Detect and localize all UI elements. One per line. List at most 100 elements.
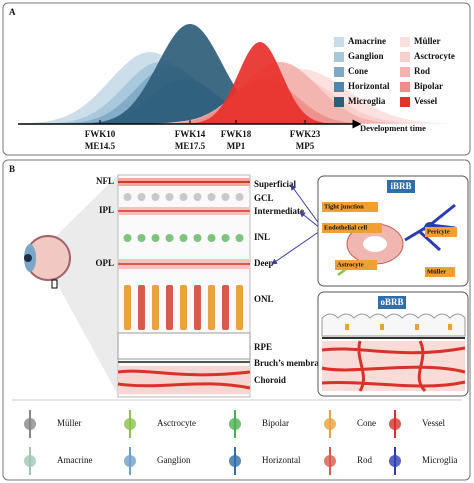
shape <box>380 324 384 330</box>
eye <box>24 175 118 395</box>
legend-label: Asctrocyte <box>414 51 455 61</box>
tick-label: FWK10 <box>85 129 116 139</box>
photoreceptor <box>236 285 243 330</box>
shape <box>117 369 251 390</box>
photoreceptor <box>222 285 229 330</box>
shape <box>299 211 321 229</box>
legend-label: Rod <box>414 66 430 76</box>
soma <box>193 193 202 201</box>
legend-swatch <box>334 67 344 77</box>
label: Astrocyte <box>337 261 364 268</box>
layer-label: Superficial <box>254 179 296 189</box>
tick-label: ME14.5 <box>85 141 116 151</box>
label: Müller <box>427 268 446 275</box>
shape: Tight junction Endothelial cell Pericyte As… <box>322 202 457 277</box>
shape <box>378 296 406 309</box>
legend-label: Microglia <box>422 455 458 465</box>
legend-label: Ganglion <box>348 51 384 61</box>
label-box <box>335 260 377 270</box>
layer-label: Intermediate <box>254 206 304 216</box>
shape <box>415 324 419 330</box>
layer-label: OPL <box>95 258 114 268</box>
photoreceptor <box>194 285 201 330</box>
shape <box>24 254 32 262</box>
layer-label: RPE <box>254 342 272 352</box>
legend-swatch <box>334 97 344 107</box>
soma <box>221 193 230 201</box>
shape <box>345 324 349 330</box>
photoreceptor <box>166 285 173 330</box>
axis-label: Development time <box>360 123 426 133</box>
shape <box>363 236 387 252</box>
cell-legend: Müller Asctrocyte Bipolar Cone Vessel Amacrin… <box>24 410 458 475</box>
label-box <box>425 227 457 237</box>
legend-label: Ganglion <box>157 455 191 465</box>
shape <box>123 193 244 330</box>
shape <box>51 279 58 289</box>
right-layer-labels: Superficial GCL Intermediate INL Deep ONL RPE B… <box>254 179 328 385</box>
label-box <box>322 202 378 212</box>
label: Endothelial cell <box>324 224 367 231</box>
soma <box>193 234 202 242</box>
soma <box>235 193 244 201</box>
soma <box>165 193 174 201</box>
shape <box>52 175 118 395</box>
tick-label: FWK23 <box>290 129 321 139</box>
box-title: oBRB <box>380 297 403 307</box>
legend-label: Vessel <box>422 418 445 428</box>
legend-swatch <box>334 52 344 62</box>
soma <box>151 234 160 242</box>
soma <box>207 193 216 201</box>
panel-b: B NFL IPL OPL Superficial GCL Intermediate IN… <box>2 159 471 481</box>
legend-swatch <box>400 37 410 47</box>
panel-a: A Development time FWK10 ME14.5 FWK14 ME17.… <box>2 2 471 156</box>
soma <box>137 193 146 201</box>
soma <box>221 234 230 242</box>
soma <box>179 234 188 242</box>
label: Tight junction <box>324 203 364 210</box>
legend-swatch <box>334 37 344 47</box>
layer-label: GCL <box>254 193 274 203</box>
shape <box>321 313 466 337</box>
legend-label: Asctrocyte <box>157 418 196 428</box>
legend: Amacrine Ganglion Cone Horizontal Microglia M… <box>334 36 455 107</box>
legend-label: Bipolar <box>414 81 443 91</box>
photoreceptor <box>152 285 159 330</box>
layer-label: ONL <box>254 294 274 304</box>
photoreceptor <box>124 285 131 330</box>
left-layer-labels: NFL IPL OPL <box>95 176 114 268</box>
photoreceptor <box>138 285 145 330</box>
legend-label: Cone <box>357 418 376 428</box>
legend-swatch <box>400 67 410 77</box>
label: Pericyte <box>427 228 450 235</box>
legend-label: Horizontal <box>348 81 390 91</box>
ibrb-box: iBRB Tight junction Endothelial cell Peric… <box>317 175 469 287</box>
soma <box>123 234 132 242</box>
panel-label: A <box>9 7 16 17</box>
legend-label: Cone <box>348 66 368 76</box>
soma <box>123 193 132 201</box>
tick-label: FWK14 <box>175 129 206 139</box>
arrows <box>271 184 321 265</box>
label-box <box>425 267 455 277</box>
layer-label: Choroid <box>254 375 286 385</box>
tick-label: FWK18 <box>221 129 252 139</box>
soma <box>207 234 216 242</box>
curve <box>189 42 330 124</box>
shape <box>117 332 251 360</box>
legend-label: Horizontal <box>262 455 301 465</box>
soma <box>151 193 160 201</box>
legend-label: Müller <box>57 418 82 428</box>
shape <box>345 324 452 330</box>
curves <box>22 24 453 124</box>
shape <box>290 184 321 226</box>
ticks: FWK10 ME14.5 FWK14 ME17.5 FWK18 MP1 FWK23 MP5 <box>85 120 321 151</box>
legend-label: Müller <box>414 36 441 46</box>
soma <box>235 234 244 242</box>
legend-label: Bipolar <box>262 418 289 428</box>
tick-label: ME17.5 <box>175 141 206 151</box>
retina-layers <box>117 174 251 398</box>
legend-label: Amacrine <box>57 455 92 465</box>
legend-swatch <box>400 82 410 92</box>
